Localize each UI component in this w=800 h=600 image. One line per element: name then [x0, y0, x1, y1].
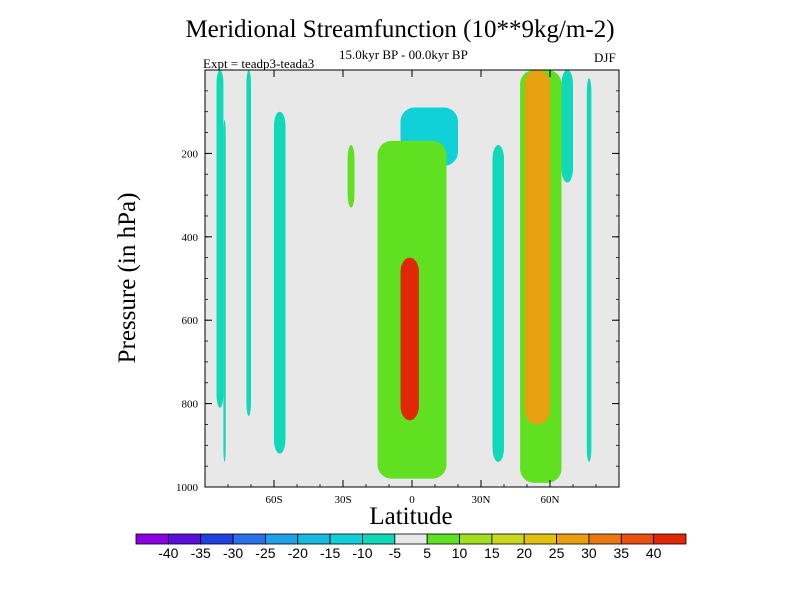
contour-region-3	[223, 120, 226, 462]
colorbar-label: 20	[516, 545, 532, 561]
colorbar-label: 35	[614, 545, 630, 561]
colorbar-swatch-13	[556, 533, 590, 545]
colorbar-swatch-3	[232, 533, 266, 545]
colorbar-label: 40	[646, 545, 662, 561]
y-tick-label: 1000	[176, 482, 199, 494]
colorbar-swatch-7	[362, 533, 396, 545]
colorbar-swatch-15	[620, 533, 655, 545]
x-tick-label: 60S	[265, 494, 282, 506]
colorbar-label: 15	[484, 545, 500, 561]
colorbar-label: -15	[320, 545, 340, 561]
contour-region-9	[524, 70, 550, 425]
x-axis-label: Latitude	[369, 503, 453, 530]
y-tick-label: 200	[182, 148, 199, 160]
season-label: DJF	[594, 50, 616, 65]
contour-regions	[216, 70, 592, 483]
contour-region-11	[561, 70, 573, 183]
y-tick-label: 600	[182, 315, 199, 327]
colorbar-swatch-2	[200, 533, 234, 545]
x-tick-label: 0	[409, 494, 415, 506]
y-tick-label: 800	[182, 399, 199, 411]
contour-region-7	[400, 257, 419, 421]
colorbar-swatch-16	[653, 533, 687, 545]
colorbar-label: -5	[389, 545, 402, 561]
colorbar-label: 10	[452, 545, 468, 561]
chart-subtitle: 15.0kyr BP - 00.0kyr BP	[339, 47, 468, 62]
contour-region-10	[492, 145, 504, 462]
colorbar-label: 5	[423, 545, 431, 561]
colorbar-swatch-12	[523, 533, 557, 545]
experiment-label: Expt = teadp3-teada3	[203, 56, 315, 71]
x-tick-label: 30S	[334, 494, 351, 506]
colorbar-swatch-4	[265, 533, 299, 545]
contour-region-0	[216, 70, 224, 408]
contour-region-5	[347, 145, 355, 208]
y-tick-label: 400	[182, 232, 199, 244]
colorbar-label: -25	[255, 545, 275, 561]
colorbar: -40 -35 -30 -25 -20 -15 -10 -5 5 10 15 20 25 30 35 40	[135, 533, 687, 561]
colorbar-label: 30	[581, 545, 597, 561]
x-tick-label: 60N	[541, 494, 560, 506]
colorbar-label: -35	[191, 545, 211, 561]
colorbar-label: -20	[288, 545, 308, 561]
colorbar-swatch-1	[167, 533, 202, 545]
colorbar-swatch-8	[394, 533, 428, 545]
colorbar-label: -10	[352, 545, 372, 561]
contour-region-1	[246, 70, 251, 417]
contour-region-2	[274, 111, 286, 454]
colorbar-label: -40	[158, 545, 178, 561]
x-tick-label: 30N	[472, 494, 491, 506]
colorbar-swatch-0	[135, 533, 169, 545]
colorbar-swatch-14	[588, 533, 622, 545]
axes: 60S 30S 0 30N 60N 200 400 600 800 1000	[176, 69, 620, 506]
colorbar-swatch-10	[459, 533, 493, 545]
colorbar-swatch-5	[297, 533, 331, 545]
colorbar-swatch-6	[329, 533, 363, 545]
contour-region-12	[586, 78, 592, 462]
colorbar-swatch-9	[426, 533, 460, 545]
colorbar-swatch-11	[491, 533, 525, 545]
colorbar-label: -30	[223, 545, 243, 561]
chart-title: Meridional Streamfunction (10**9kg/m-2)	[185, 16, 615, 43]
colorbar-label: 25	[549, 545, 565, 561]
